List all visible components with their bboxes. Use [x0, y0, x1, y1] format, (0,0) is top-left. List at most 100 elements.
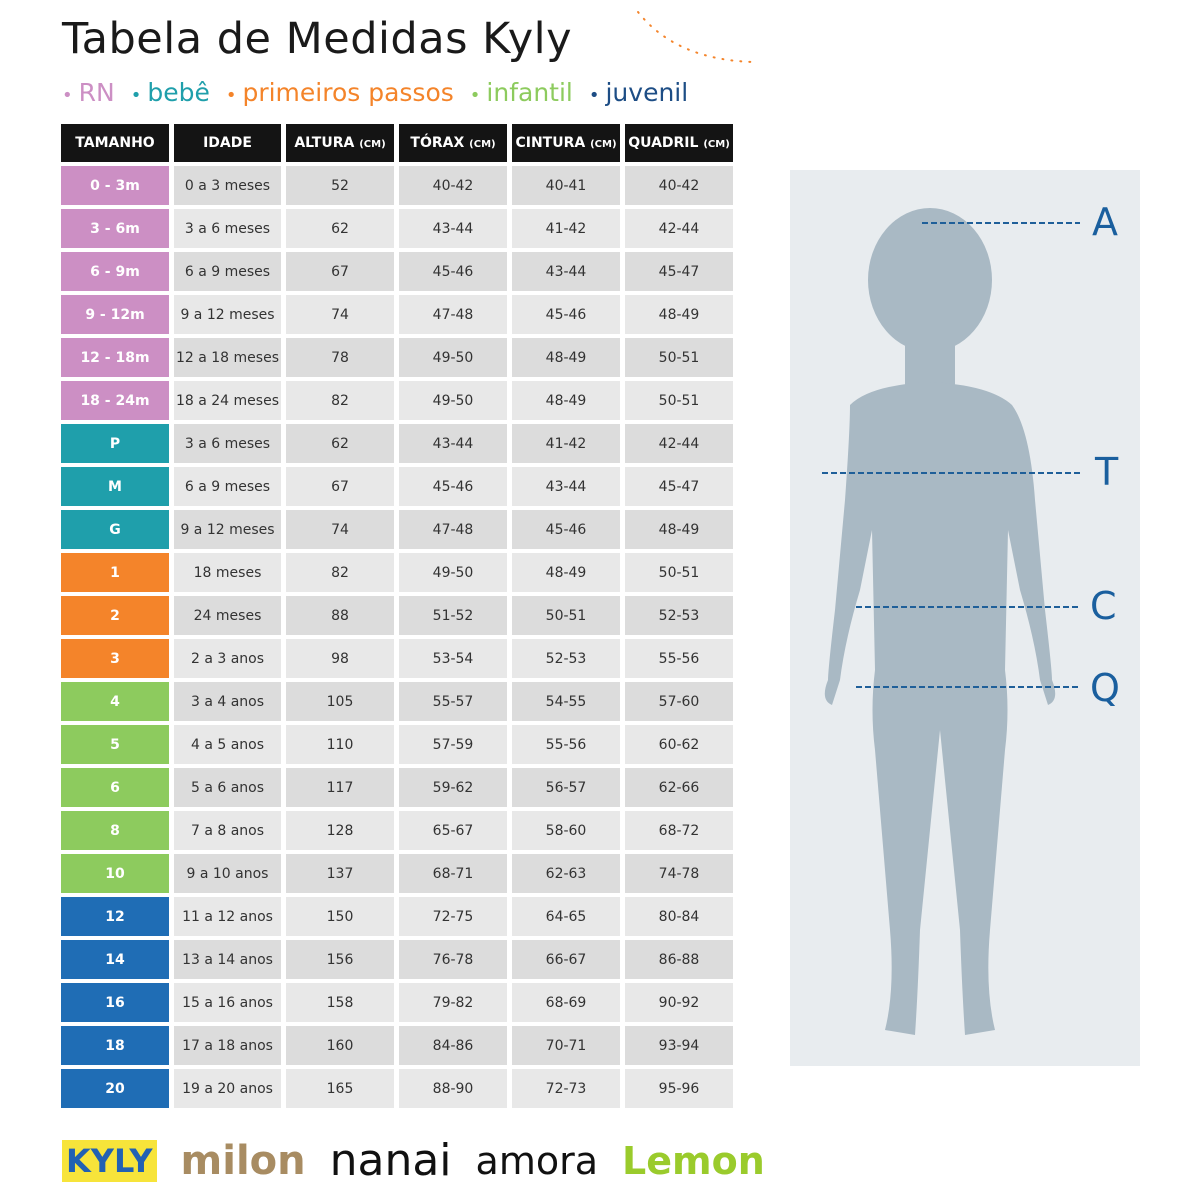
size-cell: 6: [61, 768, 169, 807]
table-cell: 90-92: [625, 983, 733, 1022]
table-row: 12 11 a 12 anos 150 72-75 64-65 80-84: [61, 897, 733, 936]
size-cell: 12 - 18m: [61, 338, 169, 377]
table-cell: 50-51: [625, 338, 733, 377]
page-title: Tabela de Medidas Kyly: [62, 14, 573, 64]
table-cell: 41-42: [512, 424, 620, 463]
marker-t: T: [1095, 450, 1119, 494]
brand-logos: KYLY milon nanai amora Lemon: [62, 1135, 765, 1186]
table-cell: 12 a 18 meses: [174, 338, 281, 377]
table-cell: 18 a 24 meses: [174, 381, 281, 420]
body-figure-panel: A T C Q: [790, 170, 1140, 1066]
column-header: CINTURA (CM): [512, 124, 620, 162]
table-cell: 158: [286, 983, 394, 1022]
table-cell: 5 a 6 anos: [174, 768, 281, 807]
table-cell: 55-56: [512, 725, 620, 764]
table-cell: 40-42: [399, 166, 507, 205]
table-cell: 50-51: [625, 553, 733, 592]
table-cell: 9 a 12 meses: [174, 295, 281, 334]
table-cell: 6 a 9 meses: [174, 467, 281, 506]
table-cell: 52-53: [625, 596, 733, 635]
table-cell: 53-54: [399, 639, 507, 678]
size-cell: 16: [61, 983, 169, 1022]
table-cell: 74: [286, 295, 394, 334]
size-cell: M: [61, 467, 169, 506]
table-cell: 13 a 14 anos: [174, 940, 281, 979]
table-row: 20 19 a 20 anos 165 88-90 72-73 95-96: [61, 1069, 733, 1108]
table-cell: 45-46: [399, 252, 507, 291]
size-cell: G: [61, 510, 169, 549]
legend-item: • bebê: [130, 78, 210, 107]
table-cell: 45-46: [512, 295, 620, 334]
table-cell: 57-60: [625, 682, 733, 721]
column-header: ALTURA (CM): [286, 124, 394, 162]
marker-a: A: [1092, 200, 1118, 244]
table-cell: 88: [286, 596, 394, 635]
table-cell: 60-62: [625, 725, 733, 764]
column-header: QUADRIL (CM): [625, 124, 733, 162]
table-cell: 0 a 3 meses: [174, 166, 281, 205]
marker-q: Q: [1090, 666, 1120, 710]
size-cell: P: [61, 424, 169, 463]
table-cell: 80-84: [625, 897, 733, 936]
size-table: TAMANHO IDADE ALTURA (CM) TÓRAX (CM) CINTU…: [56, 120, 738, 1112]
table-row: 12 - 18m 12 a 18 meses 78 49-50 48-49 50-51: [61, 338, 733, 377]
table-row: 10 9 a 10 anos 137 68-71 62-63 74-78: [61, 854, 733, 893]
table-cell: 2 a 3 anos: [174, 639, 281, 678]
table-cell: 19 a 20 anos: [174, 1069, 281, 1108]
size-cell: 18 - 24m: [61, 381, 169, 420]
table-cell: 49-50: [399, 381, 507, 420]
milon-logo: milon: [180, 1137, 306, 1184]
child-silhouette-icon: [822, 208, 1080, 1035]
table-cell: 93-94: [625, 1026, 733, 1065]
table-cell: 160: [286, 1026, 394, 1065]
table-cell: 137: [286, 854, 394, 893]
table-cell: 86-88: [625, 940, 733, 979]
kyly-logo: KYLY: [62, 1139, 157, 1182]
table-cell: 45-47: [625, 252, 733, 291]
size-cell: 10: [61, 854, 169, 893]
table-cell: 95-96: [625, 1069, 733, 1108]
table-cell: 82: [286, 553, 394, 592]
table-row: 18 - 24m 18 a 24 meses 82 49-50 48-49 50-51: [61, 381, 733, 420]
legend-item: • primeiros passos: [225, 78, 454, 107]
table-cell: 62-66: [625, 768, 733, 807]
table-cell: 68-72: [625, 811, 733, 850]
table-cell: 68-71: [399, 854, 507, 893]
table-cell: 58-60: [512, 811, 620, 850]
table-cell: 48-49: [512, 381, 620, 420]
table-row: 1 18 meses 82 49-50 48-49 50-51: [61, 553, 733, 592]
table-cell: 3 a 6 meses: [174, 424, 281, 463]
table-row: 18 17 a 18 anos 160 84-86 70-71 93-94: [61, 1026, 733, 1065]
size-cell: 4: [61, 682, 169, 721]
table-cell: 156: [286, 940, 394, 979]
table-row: 0 - 3m 0 a 3 meses 52 40-42 40-41 40-42: [61, 166, 733, 205]
table-cell: 51-52: [399, 596, 507, 635]
size-cell: 1: [61, 553, 169, 592]
size-cell: 8: [61, 811, 169, 850]
table-cell: 48-49: [625, 510, 733, 549]
table-cell: 78: [286, 338, 394, 377]
table-cell: 3 a 4 anos: [174, 682, 281, 721]
table-cell: 74: [286, 510, 394, 549]
column-header: TÓRAX (CM): [399, 124, 507, 162]
table-cell: 55-57: [399, 682, 507, 721]
table-cell: 55-56: [625, 639, 733, 678]
table-cell: 40-42: [625, 166, 733, 205]
table-cell: 67: [286, 252, 394, 291]
table-cell: 24 meses: [174, 596, 281, 635]
table-cell: 76-78: [399, 940, 507, 979]
table-cell: 72-75: [399, 897, 507, 936]
table-cell: 18 meses: [174, 553, 281, 592]
table-cell: 43-44: [399, 424, 507, 463]
table-cell: 6 a 9 meses: [174, 252, 281, 291]
table-cell: 165: [286, 1069, 394, 1108]
table-cell: 48-49: [512, 553, 620, 592]
table-cell: 67: [286, 467, 394, 506]
nanai-logo: nanai: [329, 1135, 452, 1186]
size-cell: 5: [61, 725, 169, 764]
table-cell: 49-50: [399, 338, 507, 377]
size-cell: 2: [61, 596, 169, 635]
